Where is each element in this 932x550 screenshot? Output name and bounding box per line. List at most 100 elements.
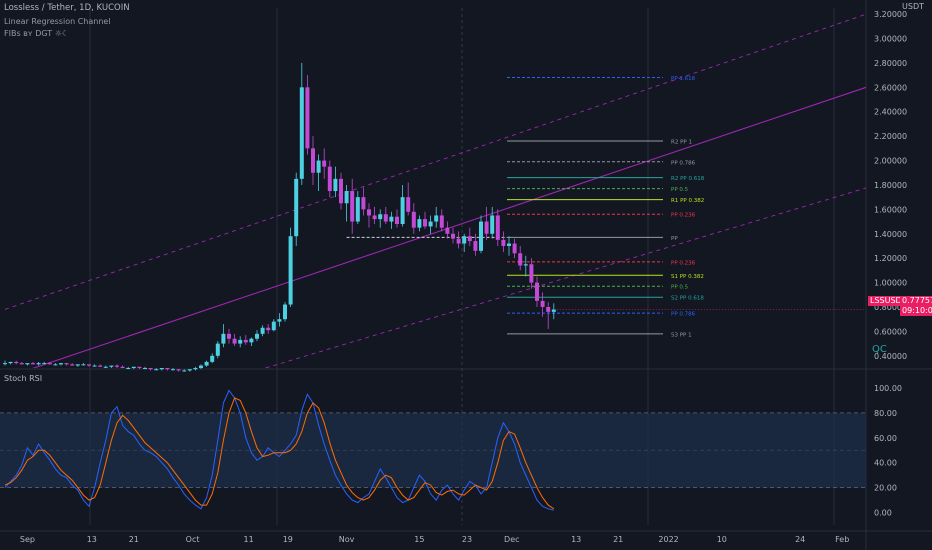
candle-body [204, 361, 209, 366]
time-tick-label: 23 [462, 535, 472, 544]
candle-body [210, 355, 215, 362]
price-tick-label: 3.00000 [874, 35, 907, 44]
fib-level-label: PP 0.786 [671, 312, 696, 318]
price-tick-label: 0.40000 [874, 352, 907, 361]
lrc-lower-line [263, 187, 866, 368]
candle-body [103, 366, 108, 368]
candle-body [42, 363, 47, 365]
price-tick-label: 0.60000 [874, 327, 907, 336]
indicator-fibs-title[interactable]: FIBs ʙʏ DGT ☼☾ [4, 29, 70, 38]
candle-body [148, 368, 153, 370]
candle-body [344, 191, 349, 204]
fib-level-label: S2 PP 0.618 [671, 296, 704, 302]
stoch-tick-label: 40.00 [874, 459, 897, 468]
time-tick-label: Feb [835, 535, 849, 544]
fib-level-label: PP 0.786 [671, 160, 696, 166]
candle-body [120, 366, 125, 368]
price-tick-label: 1.00000 [874, 279, 907, 288]
candle-body [64, 363, 69, 365]
candle-body [8, 361, 13, 364]
fib-level-label: PP [671, 236, 678, 242]
candle-body [417, 219, 422, 228]
fib-level-label: R2 PP 0.618 [671, 176, 705, 182]
fib-level-label: PP 0.236 [671, 213, 696, 219]
candle-body [98, 365, 103, 367]
candle-body [512, 243, 517, 254]
candles [3, 62, 866, 372]
candle-body [260, 327, 265, 334]
symbol-badge: LSSUSDT [870, 296, 907, 305]
candle-body [115, 365, 119, 367]
candle-body [507, 243, 511, 246]
time-tick-label: 21 [129, 535, 139, 544]
candle-body [25, 363, 30, 365]
fib-level-label: PP 0.5 [671, 187, 689, 193]
candle-body [75, 364, 80, 366]
candle-body [546, 306, 551, 312]
price-tick-label: 2.80000 [874, 59, 907, 68]
symbol-title[interactable]: Lossless / Tether, 1D, KUCOIN [4, 3, 130, 13]
watermark-logo: QC [872, 344, 887, 355]
candle-body [451, 233, 455, 239]
candle-body [339, 178, 343, 204]
candle-body [535, 282, 539, 301]
candle-body [327, 166, 332, 192]
candle-body [221, 333, 226, 344]
stoch-tick-label: 20.00 [874, 484, 897, 493]
candle-body [176, 369, 181, 371]
time-tick-label: Oct [186, 535, 200, 544]
candle-body [305, 87, 310, 149]
candle-body [361, 197, 366, 210]
candle-body [479, 221, 483, 251]
time-tick-label: 19 [283, 535, 293, 544]
candle-body [484, 221, 489, 234]
time-tick-label: Nov [339, 535, 355, 544]
candle-body [445, 227, 450, 234]
fib-level-label: PP 0.5 [671, 285, 689, 291]
price-tick-label: 1.40000 [874, 230, 907, 239]
stoch-tick-label: 80.00 [874, 409, 897, 418]
price-tick-label: 2.20000 [874, 132, 907, 141]
price-tick-label: 1.80000 [874, 181, 907, 190]
time-tick-label: 24 [795, 535, 805, 544]
lrc-upper-line [4, 13, 866, 310]
time-tick-label: 2022 [658, 535, 678, 544]
price-tick-label: 1.60000 [874, 205, 907, 214]
stoch-d-line [4, 397, 555, 510]
time-tick-label: 10 [717, 535, 727, 544]
candle-body [406, 197, 411, 212]
candle-body [411, 211, 416, 228]
fib-level-label: R2 PP 1 [671, 140, 692, 146]
fib-level-label: R1 PP 0.382 [671, 198, 704, 204]
price-tick-label: 1.20000 [874, 254, 907, 263]
candle-body [271, 321, 276, 331]
fib-level-label: PP 1.618 [671, 76, 696, 82]
price-tick-label: 2.40000 [874, 108, 907, 117]
candle-body [311, 148, 315, 173]
currency-label: USDT [902, 2, 924, 11]
candle-body [215, 343, 220, 356]
candle-body [383, 214, 388, 222]
candle-body [277, 319, 282, 322]
time-tick-label: 11 [244, 535, 254, 544]
lrc-center-line [32, 86, 866, 368]
candle-body [266, 327, 271, 331]
candle-body [165, 368, 170, 370]
stoch-rsi-title[interactable]: Stoch RSI [4, 374, 43, 383]
candle-body [322, 160, 327, 167]
time-tick-label: 15 [414, 535, 424, 544]
candle-body [428, 221, 433, 227]
candle-body [187, 369, 192, 371]
candle-body [294, 178, 299, 237]
candle-body [249, 338, 254, 343]
candle-body [193, 368, 198, 370]
fib-level-label: S3 PP 1 [671, 332, 692, 338]
indicator-lrc-title[interactable]: Linear Regression Channel [4, 17, 111, 26]
candle-body [378, 214, 383, 220]
candle-body [131, 366, 136, 368]
candle-body [70, 364, 75, 366]
candle-body [529, 264, 534, 283]
fib-level-label: PP 0.236 [671, 260, 696, 266]
